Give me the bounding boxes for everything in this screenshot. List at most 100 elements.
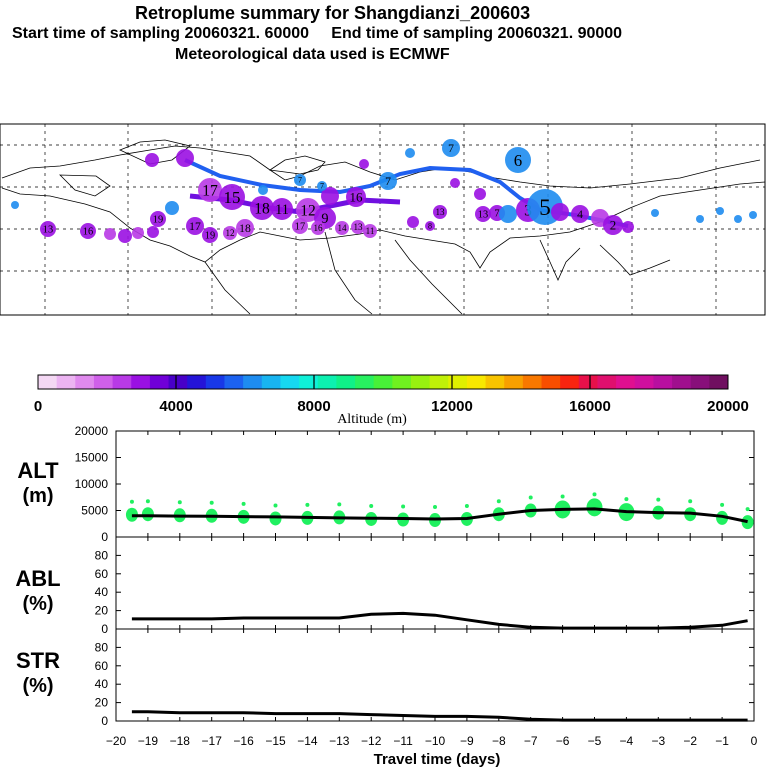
x-tick-label: −10: [425, 734, 446, 748]
altitude-spread-point: [177, 500, 182, 505]
trajectory-label: 4: [577, 208, 583, 221]
altitude-spread-point: [656, 497, 661, 502]
trajectory-point: [104, 228, 116, 240]
trajectory-point: [202, 227, 218, 243]
colorbar-tick-label: 16000: [569, 398, 611, 415]
trajectory-point: [407, 216, 419, 228]
altitude-spread-point: [741, 515, 754, 530]
series-line-abl: [131, 611, 748, 630]
trajectory-label: 12: [225, 228, 235, 238]
trajectory-point: [40, 221, 56, 237]
x-tick-label: −19: [138, 734, 159, 748]
trajectory-point: [622, 221, 634, 233]
trajectory-point: [346, 187, 366, 207]
trajectory-point: [176, 149, 194, 167]
panel-label-alt: ALT: [17, 458, 59, 483]
trajectory-label: 17: [189, 220, 201, 233]
coastline-africa-west: [324, 231, 373, 315]
trajectory-point: [311, 221, 325, 235]
altitude-spread-point: [720, 502, 725, 507]
y-tick-label: 80: [95, 640, 109, 654]
series-line-alt: [131, 507, 748, 524]
colorbar-swatch: [616, 375, 636, 389]
trajectory-point: [147, 226, 159, 238]
altitude-spread-point: [624, 497, 629, 502]
trajectory-label: 6: [514, 151, 522, 170]
trajectory-point: [696, 215, 704, 223]
colorbar-swatch: [168, 375, 188, 389]
trajectory-point: [150, 211, 166, 227]
trajectory-label: 13: [43, 225, 53, 236]
colorbar-swatch: [205, 375, 225, 389]
altitude-spread-point: [716, 510, 729, 525]
y-tick-label: 0: [101, 622, 108, 636]
colorbar-swatch: [504, 375, 524, 389]
colorbar-tick-label: 20000: [707, 398, 749, 415]
trajectory-label: 7: [298, 176, 302, 185]
x-tick-label: −2: [683, 734, 697, 748]
y-tick-label: 40: [95, 585, 109, 599]
trajectory-label: 16: [313, 223, 323, 233]
trajectory-label: 7: [494, 209, 499, 220]
trajectory-point: [317, 181, 327, 191]
colorbar-swatch: [355, 375, 375, 389]
colorbar-swatch: [38, 375, 58, 389]
colorbar-swatch: [317, 375, 337, 389]
colorbar-tick-label: 8000: [297, 398, 330, 415]
altitude-spread-point: [145, 499, 150, 504]
colorbar-swatch: [392, 375, 412, 389]
trajectory-label: 11: [366, 226, 375, 236]
x-tick-label: −6: [556, 734, 570, 748]
x-tick-label: −15: [265, 734, 286, 748]
altitude-spread-point: [745, 507, 750, 512]
colorbar-swatch: [522, 375, 543, 389]
altitude-spread-point: [337, 502, 342, 507]
y-tick-label: 20000: [75, 424, 109, 438]
trajectory-label: 17: [202, 182, 218, 199]
x-tick-label: −7: [524, 734, 538, 748]
trajectory-point: [359, 159, 369, 169]
altitude-spread-point: [141, 507, 154, 522]
trajectory-point: [603, 215, 623, 235]
x-tick-label: −11: [393, 734, 413, 748]
trajectory-point: [474, 188, 486, 200]
x-tick-label: −13: [329, 734, 350, 748]
sampling-time-line: Start time of sampling 20060321. 60000 E…: [12, 25, 623, 42]
altitude-spread-point: [129, 499, 134, 504]
colorbar-tick-label: 4000: [159, 398, 192, 415]
trajectory-point: [250, 196, 274, 220]
trajectory-point: [405, 148, 415, 158]
y-tick-label: 60: [95, 567, 109, 581]
trajectory-label: 13: [435, 207, 445, 217]
trajectory-point: [132, 227, 144, 239]
coastline-seasia: [599, 244, 671, 276]
x-tick-label: −18: [170, 734, 191, 748]
trajectory-label: 8: [428, 221, 432, 230]
trajectory-label: 15: [224, 188, 241, 207]
met-data-line: Meteorological data used is ECMWF: [175, 46, 450, 63]
trajectory-label: 18: [239, 222, 251, 235]
altitude-spread-point: [241, 501, 246, 506]
altitude-spread-point: [209, 500, 214, 505]
colorbar-swatch: [485, 375, 505, 389]
trajectory-point: [236, 219, 254, 237]
trajectory-point: [80, 223, 96, 239]
y-tick-label: 0: [101, 530, 108, 544]
trajectory-point: [505, 147, 531, 173]
trajectory-point: [223, 226, 237, 240]
trajectory-point: [571, 205, 589, 223]
colorbar-swatch: [466, 375, 487, 389]
map-frame: [0, 123, 766, 316]
hudson-bay-outline: [59, 174, 111, 197]
x-tick-label: −17: [202, 734, 223, 748]
altitude-spread-point: [305, 502, 310, 507]
colorbar-swatch: [75, 375, 95, 389]
trajectory-label: 19: [153, 215, 163, 226]
x-tick-label: −16: [233, 734, 254, 748]
trajectory-label: 16: [83, 227, 93, 238]
colorbar-swatch: [187, 375, 207, 389]
altitude-spread-point: [496, 499, 501, 504]
colorbar-swatch: [149, 375, 170, 389]
